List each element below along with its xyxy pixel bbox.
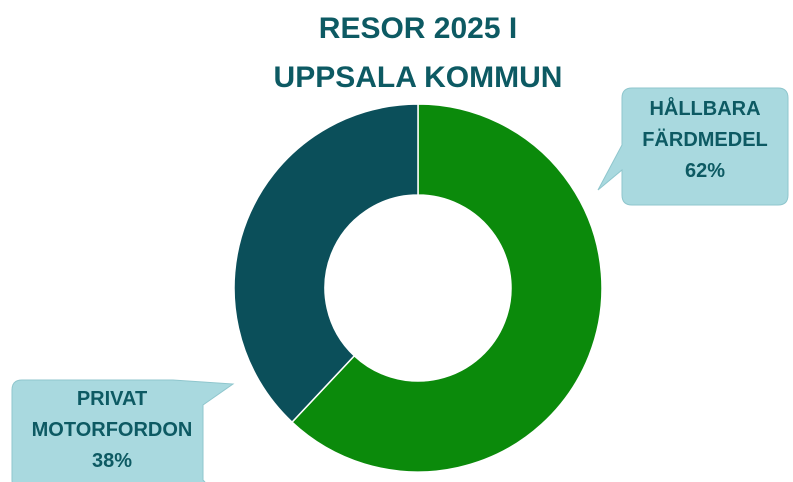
value-label: 62% [684, 160, 726, 182]
category-label: PRIVAT MOTORFORDON [31, 388, 193, 441]
callout: HÅLLBARA FÄRDMEDEL 62% [630, 94, 780, 187]
category-label: HÅLLBARA FÄRDMEDEL [642, 98, 768, 151]
callout-box [11, 379, 235, 482]
donut-segment [290, 103, 603, 473]
callout: PRIVAT MOTORFORDON 38% [22, 384, 202, 477]
chart-title: RESOR 2025 I UPPSALA KOMMUN [273, 12, 563, 94]
value-label: 38% [91, 450, 133, 472]
callout-box [597, 87, 789, 206]
donut-segment [233, 103, 419, 424]
